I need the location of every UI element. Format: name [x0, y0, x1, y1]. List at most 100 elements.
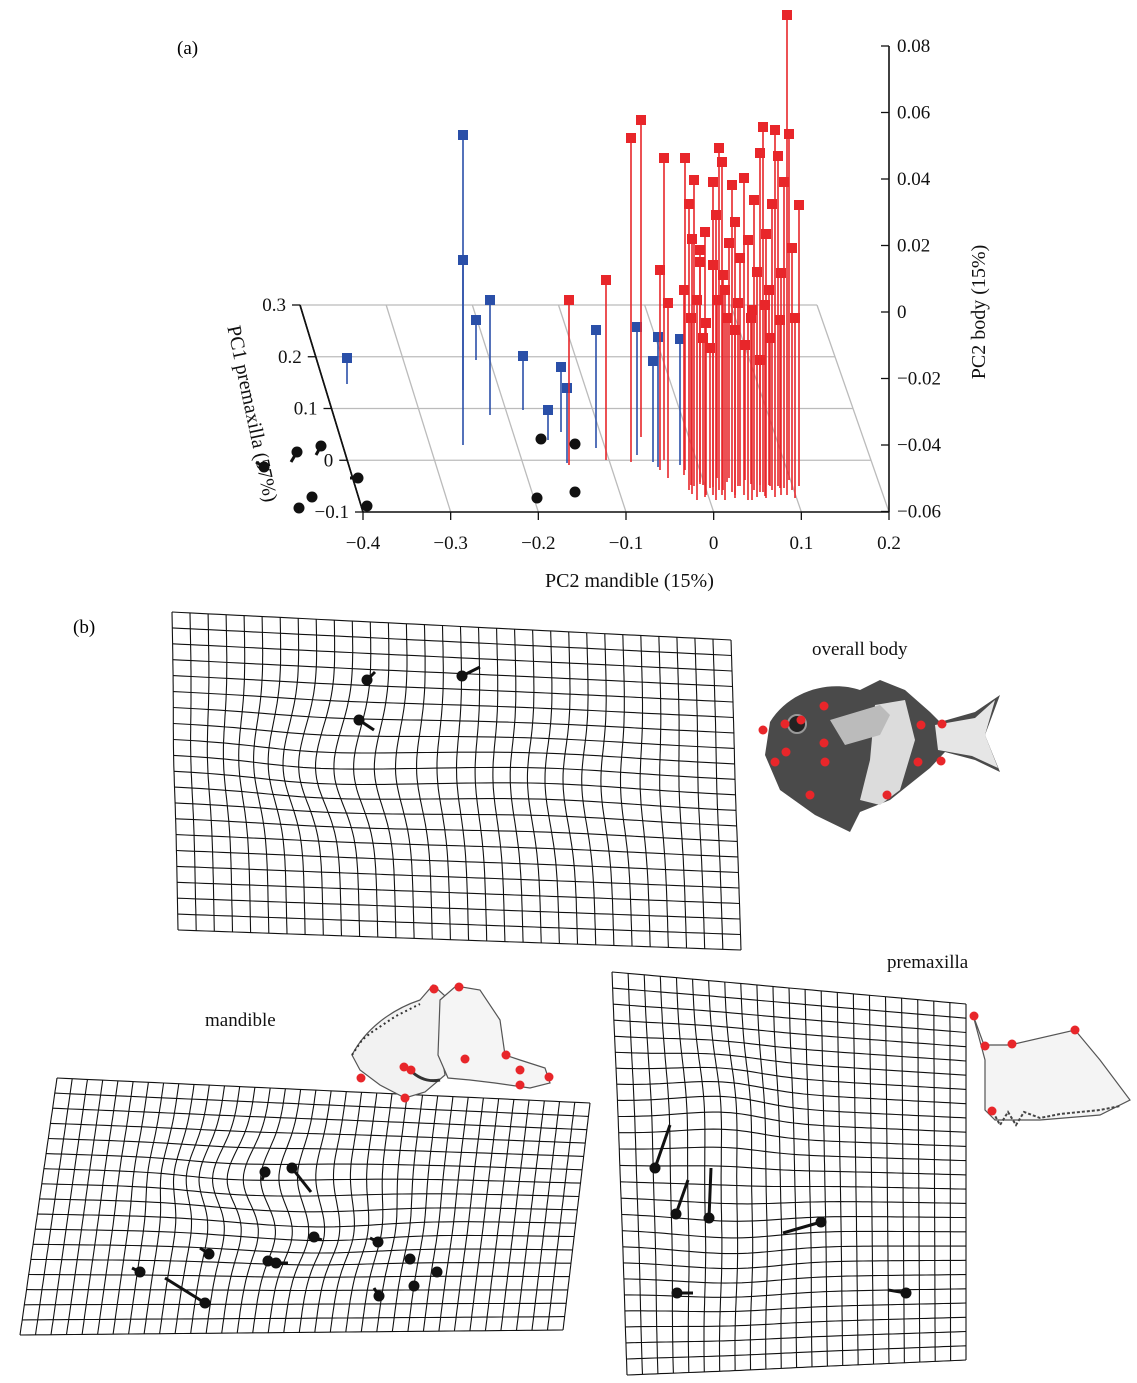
grid-line [39, 1198, 578, 1213]
z-tick-label: 0.06 [897, 103, 930, 124]
grid-line [253, 616, 270, 934]
grid-line [526, 630, 542, 943]
blue-point [518, 351, 528, 361]
grid-line [236, 1087, 271, 1334]
red-point [752, 267, 762, 277]
blue-point [591, 325, 601, 335]
grid-line [620, 1181, 967, 1190]
panel-b-label: (b) [73, 617, 95, 638]
grid-line [615, 1066, 967, 1090]
premaxilla-deformation-grid [611, 971, 967, 1376]
grid-line [221, 1087, 256, 1334]
landmark-dot [916, 720, 926, 730]
grid-line [22, 1316, 565, 1321]
grid-line [373, 622, 397, 938]
landmark [259, 1166, 271, 1178]
red-point [770, 125, 780, 135]
grid-line [177, 897, 741, 920]
landmark [408, 1280, 420, 1292]
grid-line [333, 620, 361, 937]
red-point [717, 157, 727, 167]
landmark-dot [805, 790, 815, 800]
x-tick-label: −0.4 [346, 533, 381, 554]
grid-line [622, 1230, 966, 1239]
grid-line [868, 995, 875, 1365]
red-point [698, 333, 708, 343]
landmark [199, 1297, 211, 1309]
grid-line [171, 611, 179, 931]
landmark [569, 486, 581, 498]
red-point [718, 270, 728, 280]
body-caption: overall body [812, 639, 908, 660]
grid-line [54, 1092, 589, 1117]
floor-gridline [385, 304, 452, 513]
grid-line [438, 1097, 469, 1332]
grid-line [314, 1091, 347, 1333]
blue-point [458, 255, 468, 265]
red-point [790, 313, 800, 323]
red-point [680, 153, 690, 163]
red-point [735, 253, 745, 263]
grid-line [659, 976, 674, 1374]
floor-gridline [471, 304, 539, 513]
z-tick-label: 0 [897, 302, 907, 323]
grid-line [35, 1228, 575, 1242]
grid-line [453, 1097, 484, 1332]
red-point [794, 200, 804, 210]
grid-line [206, 613, 215, 932]
landmark-dot [781, 747, 791, 757]
landmark [815, 1216, 827, 1228]
grid-line [173, 706, 734, 734]
grid-line [190, 1085, 226, 1334]
body-deformation-grid [171, 433, 742, 951]
grid-line [56, 1077, 591, 1104]
depth-tick-label: −0.1 [315, 502, 349, 523]
landmark [134, 1266, 146, 1278]
grid-line [19, 1077, 58, 1336]
grid-line [422, 1096, 454, 1332]
grid-line [177, 913, 741, 936]
landmark-dot [770, 757, 780, 767]
landmark [404, 1253, 416, 1265]
grid-line [48, 1137, 584, 1157]
grid-line [173, 722, 735, 749]
landmark [361, 500, 373, 512]
grid-line [81, 1080, 119, 1335]
landmark [373, 1290, 385, 1302]
red-point [663, 298, 673, 308]
blue-point [562, 383, 572, 393]
landmark [203, 1248, 215, 1260]
red-point [776, 268, 786, 278]
red-point [722, 313, 732, 323]
red-point [679, 285, 689, 295]
landmark [291, 446, 303, 458]
grid-line [345, 1092, 378, 1333]
grid-line [933, 1001, 936, 1362]
landmark-dot [796, 715, 806, 725]
landmark-dot [819, 701, 829, 711]
red-point [787, 243, 797, 253]
grid-line [581, 632, 597, 945]
blue-point [485, 295, 495, 305]
grid-line [314, 620, 343, 936]
blue-point [653, 332, 663, 342]
red-point [747, 305, 757, 315]
red-point [730, 325, 740, 335]
blue-point [556, 362, 566, 372]
landmark-vector [164, 1276, 206, 1305]
premaxilla-illustration [969, 1011, 1131, 1128]
landmark-dot [969, 1011, 979, 1021]
red-point [626, 133, 636, 143]
grid-line [65, 1080, 104, 1335]
grid-line [772, 986, 783, 1369]
grid-line [675, 977, 690, 1373]
red-point [782, 10, 792, 20]
x-tick-label: −0.1 [609, 533, 643, 554]
floor-gridline [816, 304, 890, 513]
landmark-dot [980, 1041, 990, 1051]
red-point [692, 295, 702, 305]
x-axis-label: PC2 mandible (15%) [545, 570, 714, 592]
grid-line [28, 1273, 570, 1278]
landmark [649, 1162, 661, 1174]
